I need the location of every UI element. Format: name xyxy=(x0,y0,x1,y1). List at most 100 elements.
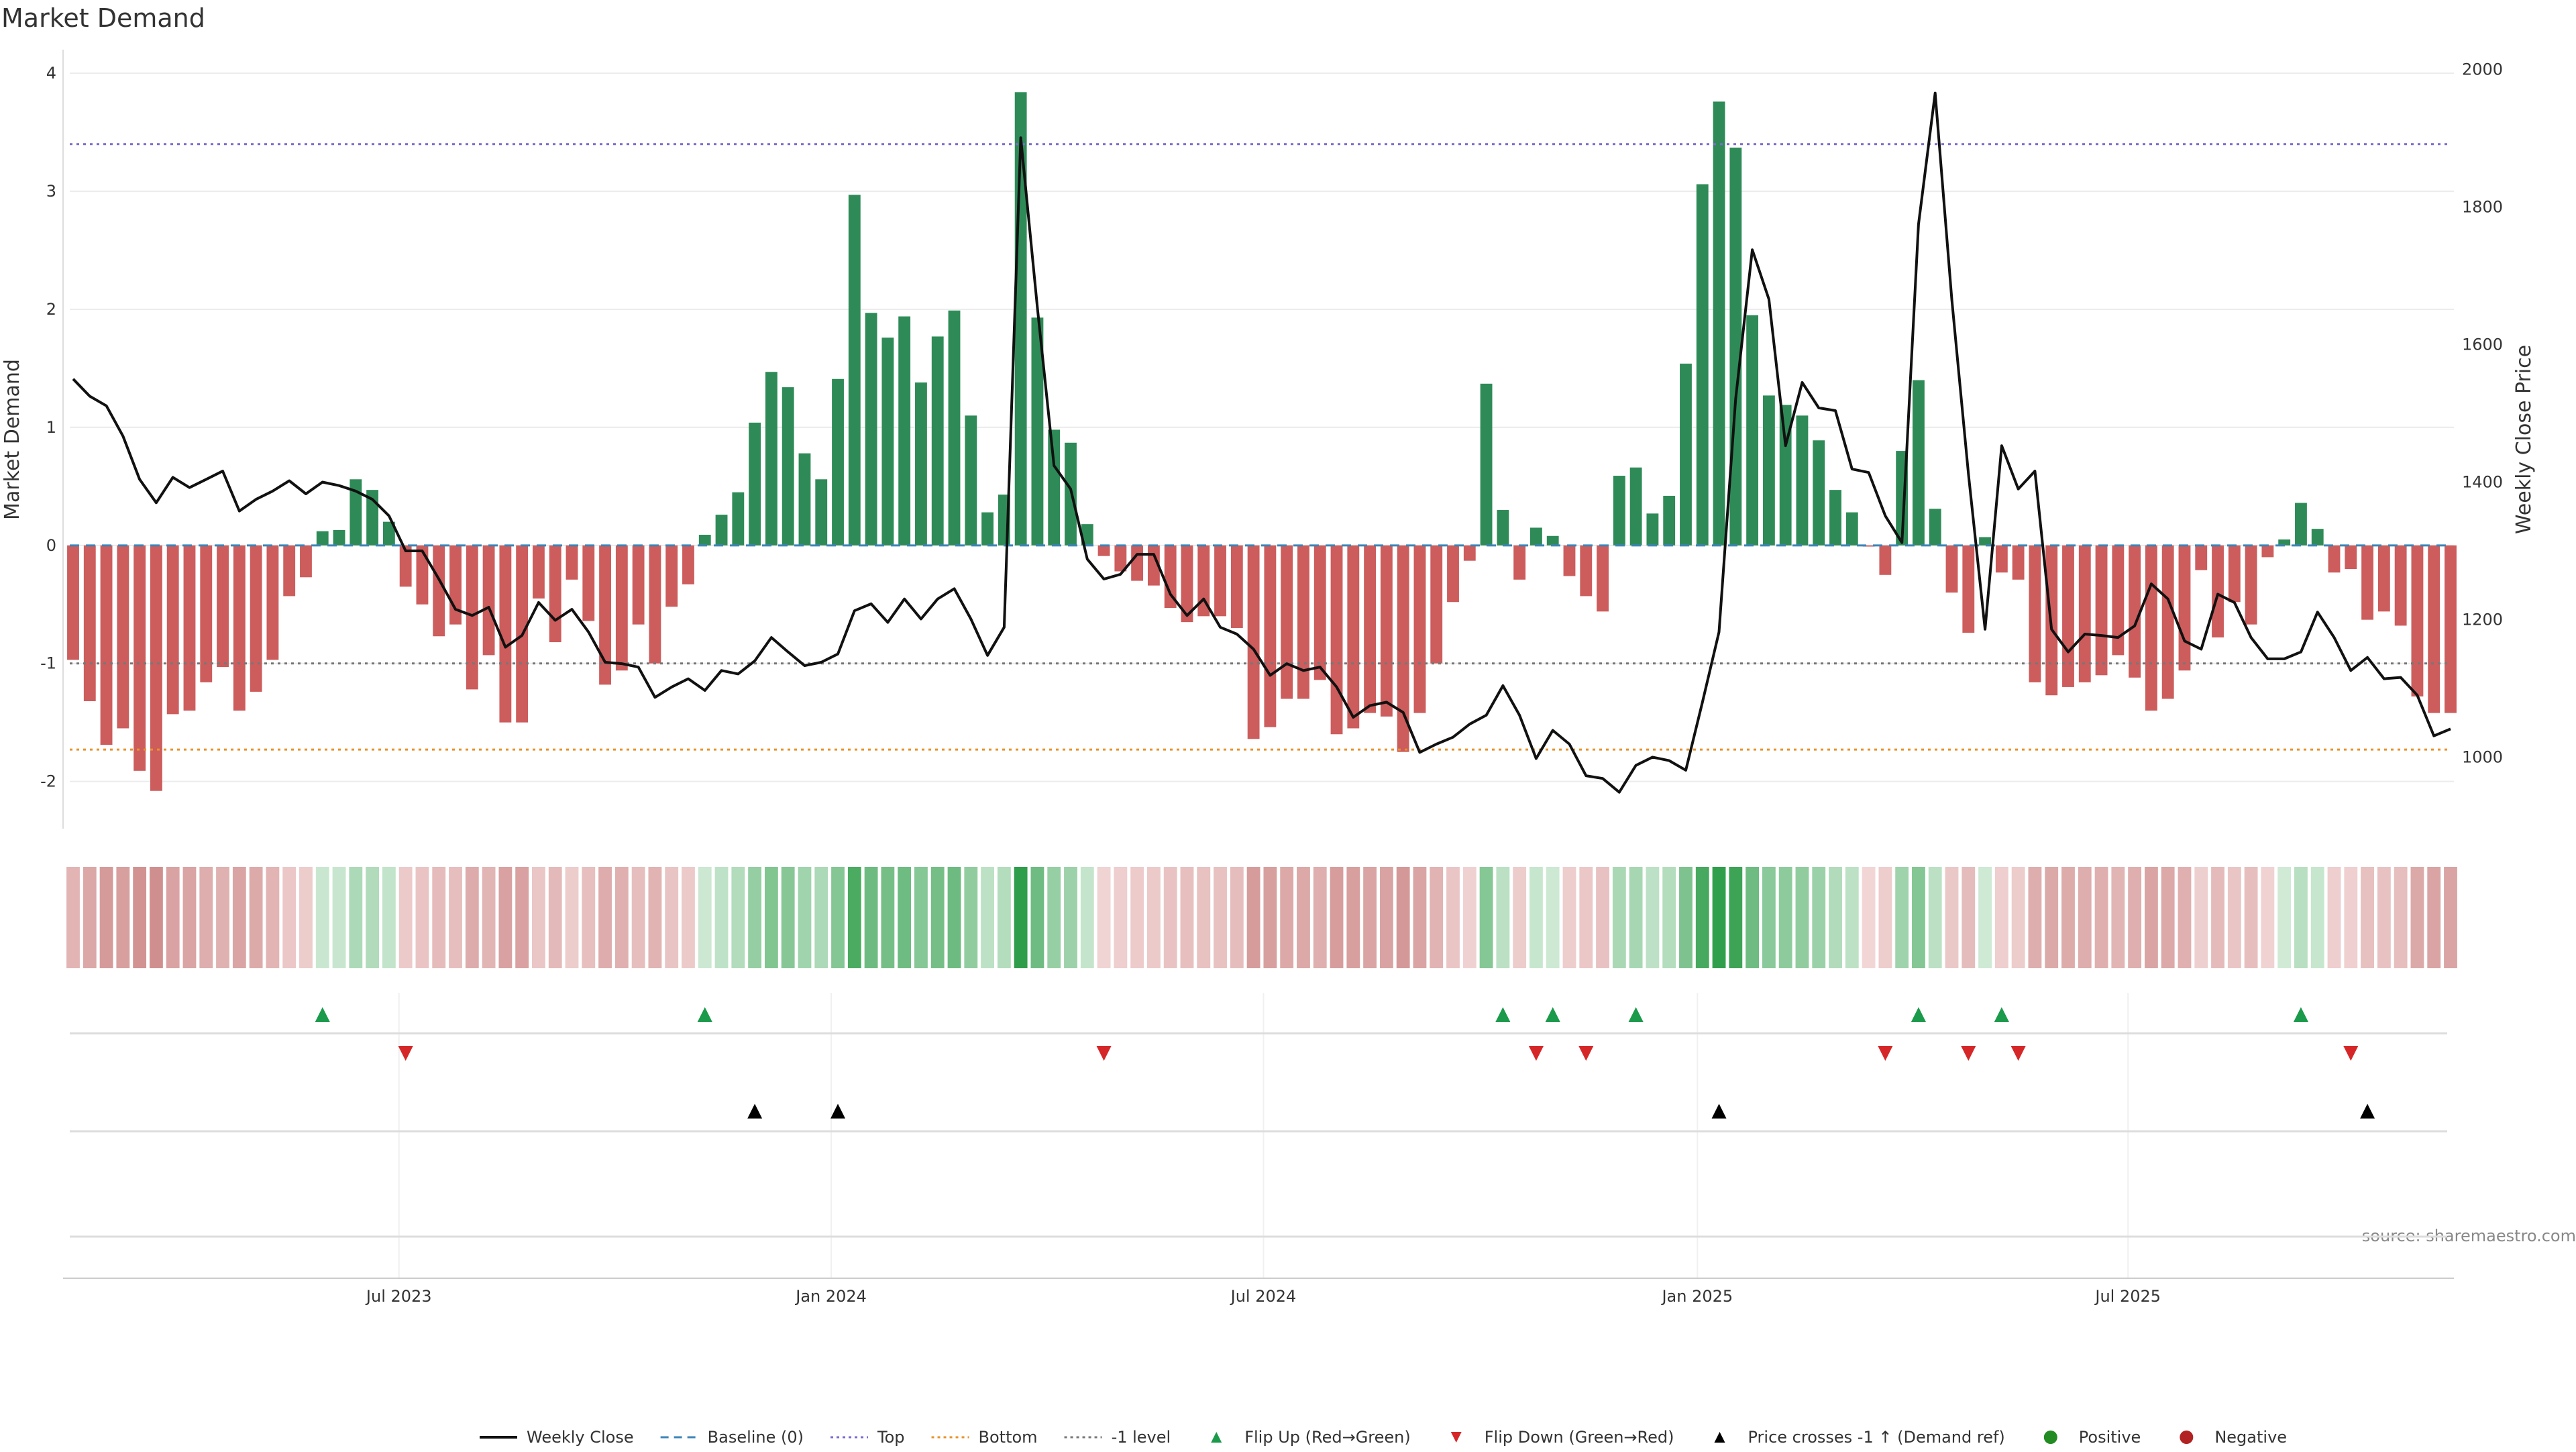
demand-bar xyxy=(1364,545,1377,713)
flip-down-marker xyxy=(398,1046,413,1061)
demand-bar xyxy=(316,531,329,546)
demand-bar xyxy=(1879,545,1892,575)
flip-up-marker xyxy=(2293,1007,2308,1022)
demand-bar xyxy=(665,545,678,607)
heat-cell xyxy=(515,867,529,968)
legend-label: Negative xyxy=(2214,1428,2287,1447)
chart-title: Market Demand xyxy=(1,3,205,33)
heat-cell xyxy=(2444,867,2457,968)
heat-cell xyxy=(249,867,263,968)
heat-cell xyxy=(1230,867,1244,968)
heat-cell xyxy=(1379,867,1393,968)
heat-cell xyxy=(814,867,828,968)
demand-bar xyxy=(2245,545,2257,625)
demand-bar xyxy=(1131,545,1144,581)
heat-cell xyxy=(182,867,197,968)
heat-cell xyxy=(1513,867,1527,968)
heat-cell xyxy=(648,867,662,968)
heat-cell xyxy=(2377,867,2391,968)
heat-cell xyxy=(1978,867,1992,968)
heat-cell xyxy=(1114,867,1128,968)
demand-bar xyxy=(533,545,545,599)
legend-triangle-up-icon xyxy=(1714,1432,1725,1443)
heat-cell xyxy=(2128,867,2142,968)
demand-bar xyxy=(1979,537,1991,546)
heat-cell xyxy=(432,867,446,968)
legend-item: Top xyxy=(830,1428,905,1447)
flip-down-marker xyxy=(1578,1046,1594,1061)
demand-bar xyxy=(566,545,578,580)
flip-down-marker xyxy=(1096,1046,1112,1061)
heat-cell xyxy=(398,867,413,968)
legend-label: Baseline (0) xyxy=(708,1428,804,1447)
demand-bar xyxy=(898,316,911,546)
demand-bar xyxy=(466,545,478,690)
heat-cell xyxy=(482,867,496,968)
heat-cell xyxy=(2178,867,2192,968)
demand-bar xyxy=(433,545,445,637)
demand-bar xyxy=(1796,415,1809,546)
heat-cell xyxy=(1163,867,1177,968)
demand-bar xyxy=(2228,545,2241,603)
demand-bar xyxy=(1680,363,1692,546)
demand-bar xyxy=(715,515,728,546)
heat-cell xyxy=(1679,867,1693,968)
legend-triangle-down-icon xyxy=(1450,1432,1462,1443)
demand-bar xyxy=(2278,539,2291,546)
demand-bar xyxy=(1995,545,2008,573)
heat-cell xyxy=(1346,867,1360,968)
demand-bar xyxy=(283,545,296,597)
heat-cell xyxy=(1962,867,1976,968)
y2-tick-label: 1800 xyxy=(2462,198,2503,217)
demand-bar xyxy=(2361,545,2374,620)
heat-cell xyxy=(116,867,130,968)
demand-bar xyxy=(1264,545,1277,727)
legend-circle-icon xyxy=(2043,1431,2057,1444)
demand-bar xyxy=(2129,545,2141,678)
demand-bar xyxy=(1097,545,1110,556)
demand-bar xyxy=(233,545,246,711)
demand-bar xyxy=(1762,395,1775,546)
heat-cell xyxy=(1496,867,1510,968)
demand-bar xyxy=(1447,545,1459,603)
demand-bar xyxy=(832,378,844,546)
demand-bar xyxy=(382,521,395,546)
demand-bar xyxy=(881,338,894,546)
heat-cell xyxy=(2310,867,2324,968)
legend-label: Weekly Close xyxy=(527,1428,634,1447)
heat-cell xyxy=(83,867,97,968)
x-tick-label: Jul 2023 xyxy=(365,1287,432,1306)
heat-cell xyxy=(582,867,596,968)
heat-cell xyxy=(731,867,745,968)
heat-cell xyxy=(2244,867,2258,968)
demand-bar xyxy=(1913,380,1925,546)
heat-cell xyxy=(1430,867,1444,968)
heat-cell xyxy=(981,867,994,968)
flip-up-marker xyxy=(1495,1007,1511,1022)
heat-cell xyxy=(150,867,163,968)
demand-bar xyxy=(848,195,861,546)
demand-bar xyxy=(682,545,694,584)
heat-cell xyxy=(2061,867,2075,968)
heat-cell xyxy=(864,867,878,968)
heat-cell xyxy=(332,867,346,968)
demand-bar xyxy=(2095,545,2108,676)
demand-bar xyxy=(1347,545,1360,729)
demand-bar xyxy=(582,545,595,621)
demand-bar xyxy=(2311,529,2324,546)
heat-cell xyxy=(1047,867,1061,968)
heat-cell xyxy=(199,867,213,968)
legend-item: -1 level xyxy=(1064,1428,1171,1447)
heat-cell xyxy=(1845,867,1859,968)
heat-cell xyxy=(1912,867,1925,968)
heat-cell xyxy=(598,867,612,968)
demand-bar xyxy=(865,313,877,546)
heat-cell xyxy=(914,867,928,968)
heat-cell xyxy=(1994,867,2008,968)
y2-tick-label: 1400 xyxy=(2462,473,2503,492)
weekly-close-line xyxy=(72,91,2451,794)
demand-bar xyxy=(1281,545,1293,699)
heat-cell xyxy=(1795,867,1809,968)
heat-cell xyxy=(2410,867,2424,968)
